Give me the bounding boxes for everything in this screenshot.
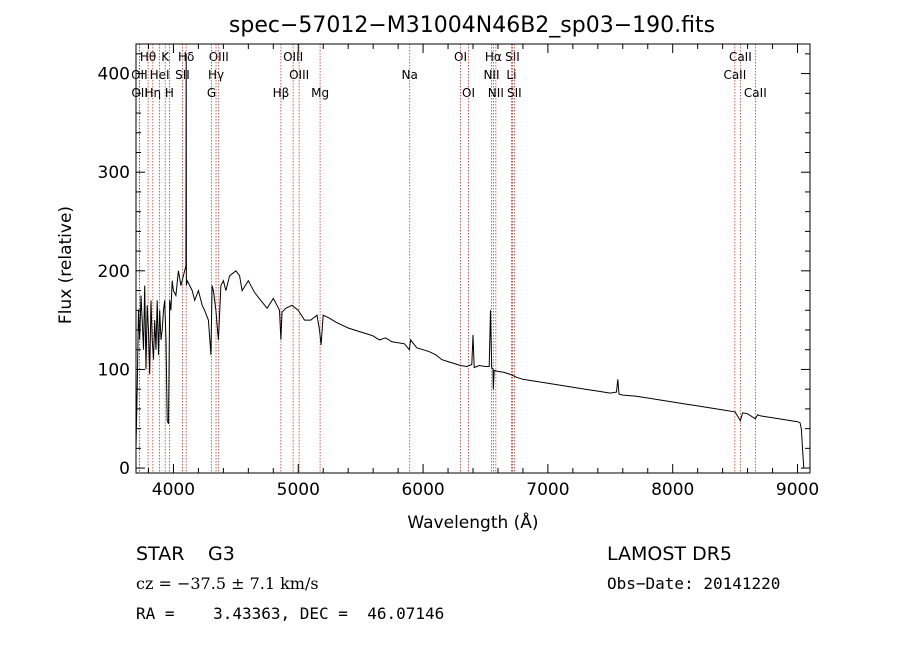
plot-frame — [135, 43, 811, 474]
line-marker-label: SII — [507, 86, 522, 100]
coordinates: RA = 3.43363, DEC = 46.07146 — [136, 604, 444, 623]
line-marker-label: OIII — [289, 68, 309, 82]
line-marker-label: NII — [488, 86, 504, 100]
line-marker-label: H — [165, 86, 174, 100]
line-marker-label: SII — [505, 50, 520, 64]
x-tick-label: 4000 — [152, 480, 195, 500]
line-marker-label: OI — [462, 86, 475, 100]
line-marker-label: Mg — [311, 86, 329, 100]
y-tick-label: 0 — [119, 459, 130, 479]
line-marker-label: CaII — [723, 68, 746, 82]
line-marker-label: G — [207, 86, 216, 100]
line-marker-label: OIII — [209, 50, 229, 64]
line-marker-label: Na — [402, 68, 418, 82]
redshift-cz: cz = −37.5 ± 7.1 km/s — [136, 574, 319, 593]
x-axis-label: Wavelength (Å) — [407, 511, 538, 533]
x-tick-label: 5000 — [277, 480, 320, 500]
survey-name: LAMOST DR5 — [607, 543, 732, 565]
x-tick-label: 6000 — [401, 480, 444, 500]
line-marker-label: K — [161, 50, 170, 64]
y-tick-label: 300 — [98, 163, 130, 183]
line-marker-label: SII — [175, 68, 190, 82]
spectrum-line — [135, 53, 805, 469]
y-axis-label: Flux (relative) — [56, 206, 76, 324]
line-marker-label: CaII — [729, 50, 752, 64]
line-marker-label: Hθ — [140, 50, 156, 64]
observation-date: Obs−Date: 20141220 — [607, 574, 780, 593]
line-marker-label: Hα — [485, 50, 502, 64]
object-subclass: G3 — [208, 543, 235, 565]
y-tick-label: 200 — [98, 262, 130, 282]
object-class: STAR — [136, 543, 184, 565]
line-marker-label: HeI — [150, 68, 170, 82]
line-marker-label: Li — [506, 68, 516, 82]
y-tick-label: 400 — [98, 65, 130, 85]
line-marker-label: Hγ — [208, 68, 224, 82]
line-marker-label: OI — [454, 50, 467, 64]
x-tick-label: 8000 — [651, 480, 694, 500]
x-tick-label: 7000 — [526, 480, 569, 500]
line-marker-label: OIII — [283, 50, 303, 64]
chart-title: spec−57012−M31004N46B2_sp03−190.fits — [229, 13, 715, 38]
line-marker-label: Hβ — [273, 86, 290, 100]
x-tick-label: 9000 — [776, 480, 819, 500]
line-marker-label: NII — [483, 68, 499, 82]
line-marker-label: CaII — [744, 86, 767, 100]
y-axis-ticks: 0 100 200 300 400 — [98, 53, 810, 479]
x-axis-ticks: 4000 5000 6000 7000 8000 9000 — [147, 44, 819, 500]
line-marker-label: Hη — [145, 86, 162, 100]
y-tick-label: 100 — [98, 360, 130, 380]
